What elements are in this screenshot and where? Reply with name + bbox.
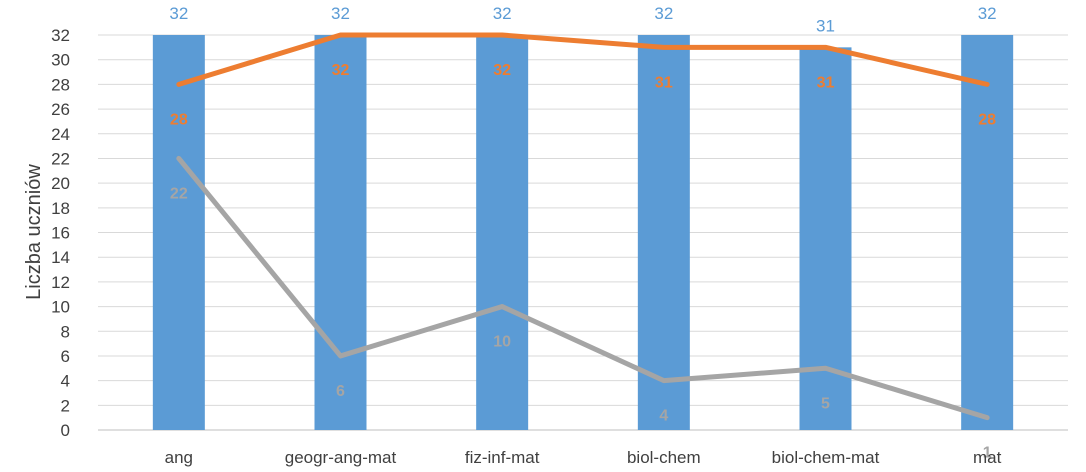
y-tick-label: 12	[51, 273, 70, 292]
y-tick-label: 22	[51, 149, 70, 168]
line-value-label: 5	[821, 395, 830, 412]
x-category-label: mat	[973, 448, 1002, 467]
y-tick-label: 16	[51, 224, 70, 243]
bar	[637, 35, 690, 430]
bar	[152, 35, 205, 430]
y-tick-label: 14	[51, 248, 70, 267]
y-tick-label: 26	[51, 100, 70, 119]
y-tick-label: 28	[51, 75, 70, 94]
y-axis-title: Liczba uczniów	[23, 164, 45, 300]
x-category-label: ang	[165, 448, 193, 467]
y-tick-label: 4	[61, 372, 70, 391]
bar-value-label: 32	[978, 4, 997, 23]
y-tick-label: 20	[51, 174, 70, 193]
line-value-label: 28	[170, 111, 188, 128]
line-value-label: 1	[983, 445, 992, 462]
line-value-label: 6	[336, 383, 345, 400]
line-value-label: 32	[493, 62, 511, 79]
y-tick-label: 10	[51, 298, 70, 317]
bar	[314, 35, 367, 430]
y-tick-label: 8	[61, 322, 70, 341]
bar-value-label: 32	[493, 4, 512, 23]
bar-value-label: 32	[169, 4, 188, 23]
y-tick-label: 6	[61, 347, 70, 366]
bar-value-label: 32	[654, 4, 673, 23]
line-value-label: 32	[332, 62, 350, 79]
y-tick-label: 32	[51, 26, 70, 45]
y-tick-label: 2	[61, 396, 70, 415]
line-value-label: 10	[493, 334, 511, 351]
line-series-path	[176, 32, 990, 87]
bar-value-label: 32	[331, 4, 350, 23]
bar-series	[152, 35, 1014, 430]
gridlines	[98, 34, 1068, 431]
y-tick-label: 24	[51, 125, 70, 144]
bar	[961, 35, 1014, 430]
x-category-label: fiz-inf-mat	[465, 448, 540, 467]
line-value-label: 28	[978, 111, 996, 128]
line-value-label: 22	[170, 185, 188, 202]
bar-value-label: 31	[816, 16, 835, 35]
y-tick-label: 0	[61, 421, 70, 440]
y-tick-label: 30	[51, 51, 70, 70]
x-category-label: biol-chem	[627, 448, 701, 467]
x-axis-category-labels: ang geogr-ang-mat fiz-inf-mat biol-chem biol…	[165, 448, 1002, 467]
x-category-label: geogr-ang-mat	[285, 448, 397, 467]
bar	[476, 35, 529, 430]
line-series-path	[176, 155, 990, 421]
line-series	[176, 32, 990, 421]
line-value-label: 31	[817, 74, 835, 91]
x-category-label: biol-chem-mat	[772, 448, 880, 467]
data-labels: 32 32 32 32 31 32 28 32 32 31 31 28 22 6 10 4 5 1	[169, 4, 996, 462]
y-tick-label: 18	[51, 199, 70, 218]
line-value-label: 31	[655, 74, 673, 91]
line-value-label: 4	[659, 408, 668, 425]
